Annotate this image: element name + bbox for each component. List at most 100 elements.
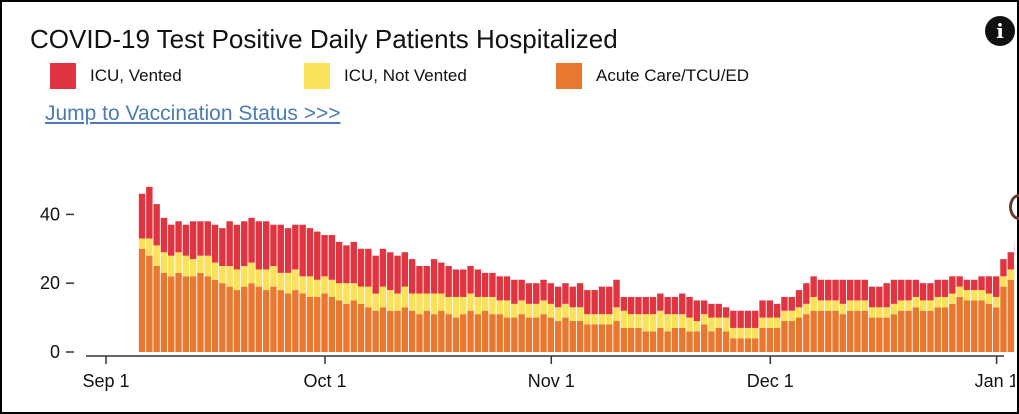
bar-segment[interactable] bbox=[744, 310, 752, 328]
bar-segment[interactable] bbox=[372, 255, 379, 294]
bar-segment[interactable] bbox=[248, 217, 255, 263]
bar-segment[interactable] bbox=[241, 286, 248, 352]
bar-segment[interactable] bbox=[591, 324, 598, 352]
bar-segment[interactable] bbox=[883, 307, 890, 318]
bar-segment[interactable] bbox=[379, 286, 387, 308]
bar-segment[interactable] bbox=[292, 269, 299, 291]
bar-segment[interactable] bbox=[708, 303, 715, 318]
bar-segment[interactable] bbox=[204, 221, 211, 256]
bar-segment[interactable] bbox=[825, 310, 832, 352]
bar-segment[interactable] bbox=[934, 279, 941, 297]
bar-segment[interactable] bbox=[299, 224, 306, 277]
bar-segment[interactable] bbox=[554, 321, 562, 352]
bar-segment[interactable] bbox=[919, 310, 927, 352]
bar-segment[interactable] bbox=[606, 286, 613, 315]
bar-segment[interactable] bbox=[533, 303, 540, 318]
bar-segment[interactable] bbox=[620, 327, 628, 352]
bar-segment[interactable] bbox=[255, 286, 263, 352]
bar-segment[interactable] bbox=[138, 193, 146, 239]
bar-segment[interactable] bbox=[314, 296, 321, 352]
bar-segment[interactable] bbox=[671, 296, 679, 315]
bar-segment[interactable] bbox=[730, 327, 737, 339]
bar-segment[interactable] bbox=[737, 338, 744, 352]
bar-segment[interactable] bbox=[854, 300, 861, 311]
bar-segment[interactable] bbox=[197, 221, 204, 256]
bar-segment[interactable] bbox=[299, 276, 306, 294]
bar-segment[interactable] bbox=[262, 221, 270, 270]
bar-segment[interactable] bbox=[277, 272, 284, 291]
bar-segment[interactable] bbox=[189, 276, 197, 352]
bar-segment[interactable] bbox=[890, 303, 898, 315]
bar-segment[interactable] bbox=[766, 300, 774, 318]
bar-segment[interactable] bbox=[627, 327, 635, 352]
bar-segment[interactable] bbox=[569, 307, 576, 322]
bar-segment[interactable] bbox=[686, 331, 693, 352]
bar-segment[interactable] bbox=[416, 293, 423, 315]
bar-segment[interactable] bbox=[153, 245, 160, 266]
bar-segment[interactable] bbox=[204, 276, 211, 352]
bar-segment[interactable] bbox=[554, 286, 562, 308]
bar-segment[interactable] bbox=[642, 314, 649, 332]
bar-segment[interactable] bbox=[357, 303, 365, 352]
bar-segment[interactable] bbox=[1007, 279, 1014, 352]
bar-segment[interactable] bbox=[898, 279, 905, 301]
bar-segment[interactable] bbox=[992, 296, 1000, 308]
bar-segment[interactable] bbox=[401, 307, 409, 352]
bar-segment[interactable] bbox=[292, 290, 299, 352]
bar-segment[interactable] bbox=[679, 314, 686, 328]
bar-segment[interactable] bbox=[985, 293, 993, 304]
bar-segment[interactable] bbox=[189, 259, 197, 277]
bar-segment[interactable] bbox=[985, 303, 993, 352]
bar-segment[interactable] bbox=[861, 300, 868, 311]
bar-segment[interactable] bbox=[416, 266, 423, 294]
bar-segment[interactable] bbox=[204, 255, 211, 277]
bar-segment[interactable] bbox=[547, 283, 555, 304]
bar-segment[interactable] bbox=[445, 266, 452, 297]
bar-segment[interactable] bbox=[839, 314, 847, 352]
bar-segment[interactable] bbox=[679, 293, 686, 315]
bar-segment[interactable] bbox=[233, 269, 241, 291]
bar-segment[interactable] bbox=[430, 293, 438, 315]
bar-segment[interactable] bbox=[445, 314, 452, 352]
bar-segment[interactable] bbox=[547, 303, 555, 318]
bar-segment[interactable] bbox=[248, 283, 255, 352]
bar-segment[interactable] bbox=[657, 293, 664, 311]
bar-segment[interactable] bbox=[299, 293, 306, 352]
bar-segment[interactable] bbox=[905, 310, 912, 352]
bar-segment[interactable] bbox=[671, 314, 679, 328]
bar-segment[interactable] bbox=[679, 327, 686, 352]
bar-segment[interactable] bbox=[270, 286, 277, 352]
bar-segment[interactable] bbox=[365, 286, 372, 308]
bar-segment[interactable] bbox=[394, 310, 401, 352]
bar-segment[interactable] bbox=[335, 241, 343, 284]
bar-segment[interactable] bbox=[949, 303, 956, 352]
bar-segment[interactable] bbox=[642, 331, 649, 352]
bar-segment[interactable] bbox=[189, 221, 197, 260]
bar-segment[interactable] bbox=[474, 296, 482, 315]
bar-segment[interactable] bbox=[146, 186, 153, 239]
bar-segment[interactable] bbox=[387, 290, 394, 311]
bar-segment[interactable] bbox=[438, 293, 445, 311]
bar-segment[interactable] bbox=[284, 228, 292, 273]
bar-segment[interactable] bbox=[525, 303, 533, 318]
bar-segment[interactable] bbox=[146, 255, 153, 352]
bar-segment[interactable] bbox=[1000, 276, 1007, 287]
bar-segment[interactable] bbox=[846, 279, 854, 301]
bar-segment[interactable] bbox=[387, 252, 394, 291]
bar-segment[interactable] bbox=[598, 314, 606, 325]
bar-segment[interactable] bbox=[686, 296, 693, 318]
bar-segment[interactable] bbox=[481, 272, 489, 297]
bar-segment[interactable] bbox=[496, 314, 503, 352]
bar-segment[interactable] bbox=[606, 314, 613, 325]
bar-segment[interactable] bbox=[752, 310, 759, 328]
bar-segment[interactable] bbox=[868, 286, 876, 308]
bar-segment[interactable] bbox=[226, 221, 233, 266]
bar-segment[interactable] bbox=[912, 296, 920, 308]
bar-segment[interactable] bbox=[868, 307, 876, 318]
bar-segment[interactable] bbox=[664, 314, 671, 332]
bar-segment[interactable] bbox=[934, 296, 941, 308]
bar-segment[interactable] bbox=[839, 303, 847, 315]
bar-segment[interactable] bbox=[671, 327, 679, 352]
bar-segment[interactable] bbox=[664, 296, 671, 315]
bar-segment[interactable] bbox=[467, 293, 474, 311]
